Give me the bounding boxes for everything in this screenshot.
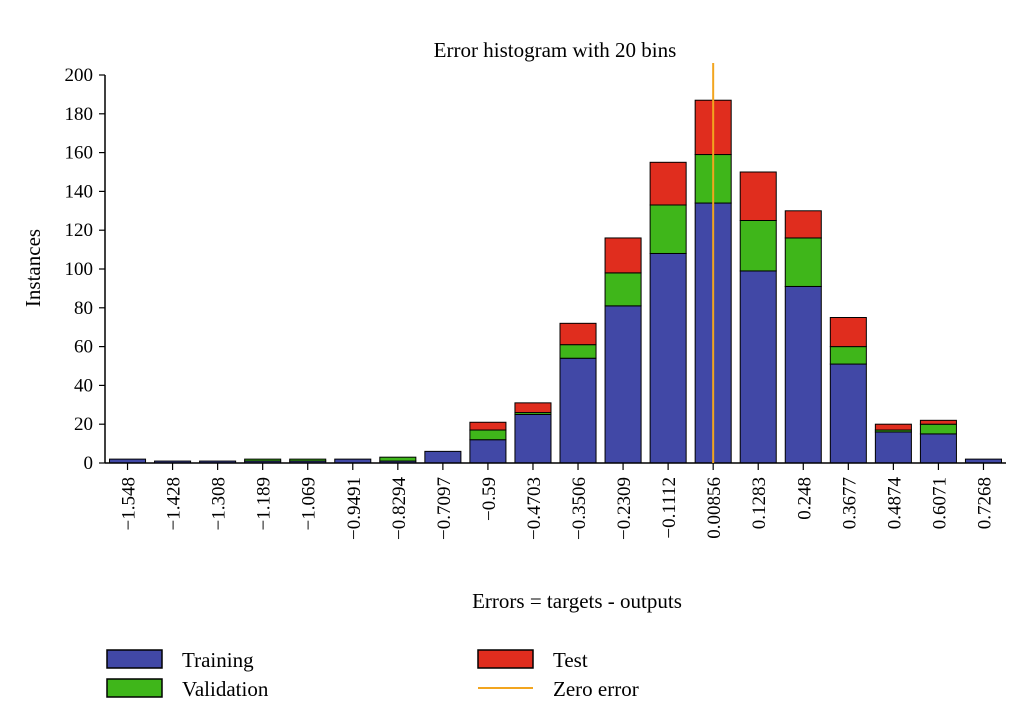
bar-test-11 xyxy=(604,237,642,274)
bar-training-9 xyxy=(514,414,552,464)
bar-test-17 xyxy=(874,423,912,431)
bar-validation-4 xyxy=(289,458,327,462)
bar-training-7 xyxy=(424,450,462,464)
legend: Training Test Validation Zero error xyxy=(106,648,639,701)
x-tick-label: −0.8294 xyxy=(389,477,410,540)
x-tick-label: 0.248 xyxy=(794,477,815,520)
bar-test-10 xyxy=(559,322,597,346)
y-tick-label: 120 xyxy=(65,220,94,241)
x-tick-label: 0.3677 xyxy=(839,477,860,529)
legend-label-training: Training xyxy=(182,648,254,672)
chart-title: Error histogram with 20 bins xyxy=(434,38,677,62)
bar-training-16 xyxy=(829,363,867,464)
bar-validation-15 xyxy=(784,237,822,287)
legend-swatch-test xyxy=(477,649,534,669)
y-tick-label: 200 xyxy=(65,65,94,86)
bar-test-18 xyxy=(919,419,957,425)
x-tick-label: 0.00856 xyxy=(704,477,725,539)
bar-validation-16 xyxy=(829,346,867,365)
bar-training-11 xyxy=(604,305,642,464)
x-tick-label: 0.6071 xyxy=(929,477,950,529)
y-tick-label: 140 xyxy=(65,181,94,202)
y-tick-label: 0 xyxy=(84,453,94,474)
x-tick-label: −0.3506 xyxy=(569,477,590,540)
x-tick-label: −0.9491 xyxy=(344,477,365,540)
bar-test-8 xyxy=(469,421,507,431)
y-tick-label: 40 xyxy=(74,375,93,396)
bar-test-15 xyxy=(784,210,822,239)
x-tick-label: −0.1112 xyxy=(659,477,680,539)
bar-training-18 xyxy=(919,433,957,464)
bar-validation-12 xyxy=(649,204,687,254)
bar-training-10 xyxy=(559,357,597,464)
x-tick-label: −0.2309 xyxy=(614,477,635,540)
legend-label-zero-error: Zero error xyxy=(553,677,639,701)
x-tick-label: −0.4703 xyxy=(524,477,545,540)
bar-test-12 xyxy=(649,161,687,206)
bar-validation-18 xyxy=(919,423,957,435)
legend-label-validation: Validation xyxy=(182,677,269,701)
x-tick-label: −1.428 xyxy=(164,477,185,530)
y-tick-label: 60 xyxy=(74,337,93,358)
bar-test-16 xyxy=(829,317,867,348)
legend-label-test: Test xyxy=(553,648,588,672)
legend-swatch-training xyxy=(106,649,163,669)
bars-group xyxy=(109,99,1002,464)
bar-validation-14 xyxy=(739,220,777,272)
x-tick-label: −0.59 xyxy=(479,477,500,521)
y-tick-label: 160 xyxy=(65,143,94,164)
bar-validation-6 xyxy=(379,456,417,462)
y-tick-label: 20 xyxy=(74,414,93,435)
x-tick-label: −1.189 xyxy=(254,477,275,530)
bar-test-14 xyxy=(739,171,777,221)
bar-validation-11 xyxy=(604,272,642,307)
bar-validation-3 xyxy=(244,458,282,462)
bar-training-8 xyxy=(469,439,507,464)
y-axis-label: Instances xyxy=(21,229,45,307)
bar-test-9 xyxy=(514,402,552,414)
bar-validation-10 xyxy=(559,344,597,359)
bar-training-17 xyxy=(874,431,912,464)
bar-training-12 xyxy=(649,252,687,464)
x-tick-label: −1.308 xyxy=(209,477,230,530)
x-tick-label: −1.069 xyxy=(299,477,320,530)
x-tick-label: 0.7268 xyxy=(974,477,995,529)
x-tick-label: −1.548 xyxy=(119,477,140,530)
legend-swatch-validation xyxy=(106,678,163,698)
y-tick-label: 80 xyxy=(74,298,93,319)
y-tick-label: 100 xyxy=(65,259,94,280)
axes-group: 0 20 40 60 80 100 120 140 160 180 200 −1.548 −1.428 −… xyxy=(65,65,1006,540)
bar-validation-8 xyxy=(469,429,507,441)
x-tick-label: −0.7097 xyxy=(434,477,455,540)
bar-training-14 xyxy=(739,270,777,464)
x-axis-label: Errors = targets - outputs xyxy=(472,589,682,613)
x-tick-label: 0.4874 xyxy=(884,477,905,530)
y-tick-label: 180 xyxy=(65,104,94,125)
bar-training-15 xyxy=(784,285,822,464)
x-tick-label: 0.1283 xyxy=(749,477,770,529)
